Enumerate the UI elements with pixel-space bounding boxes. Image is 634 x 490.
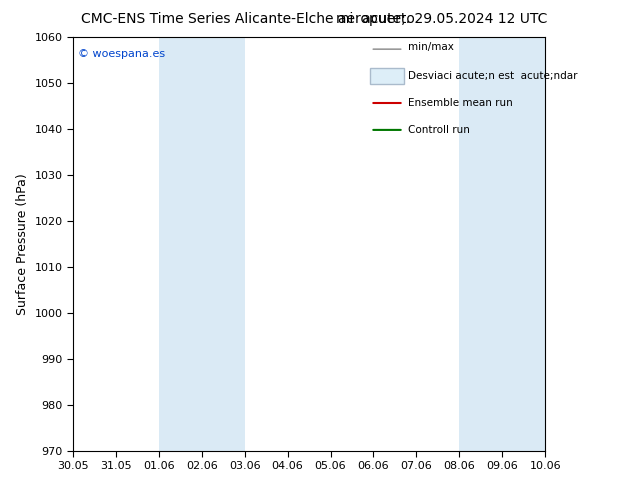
- Bar: [460, 37, 545, 451]
- Bar: [158, 37, 245, 451]
- Text: min/max: min/max: [408, 42, 454, 52]
- Text: Controll run: Controll run: [408, 125, 470, 135]
- Text: CMC-ENS Time Series Alicante-Elche aeropuerto: CMC-ENS Time Series Alicante-Elche aerop…: [81, 12, 415, 26]
- FancyBboxPatch shape: [370, 68, 404, 84]
- Text: © woespana.es: © woespana.es: [77, 49, 165, 59]
- Y-axis label: Surface Pressure (hPa): Surface Pressure (hPa): [16, 173, 29, 315]
- Text: Desviaci acute;n est  acute;ndar: Desviaci acute;n est acute;ndar: [408, 71, 578, 81]
- Text: Ensemble mean run: Ensemble mean run: [408, 98, 513, 108]
- Text: mi  acute;. 29.05.2024 12 UTC: mi acute;. 29.05.2024 12 UTC: [335, 12, 547, 26]
